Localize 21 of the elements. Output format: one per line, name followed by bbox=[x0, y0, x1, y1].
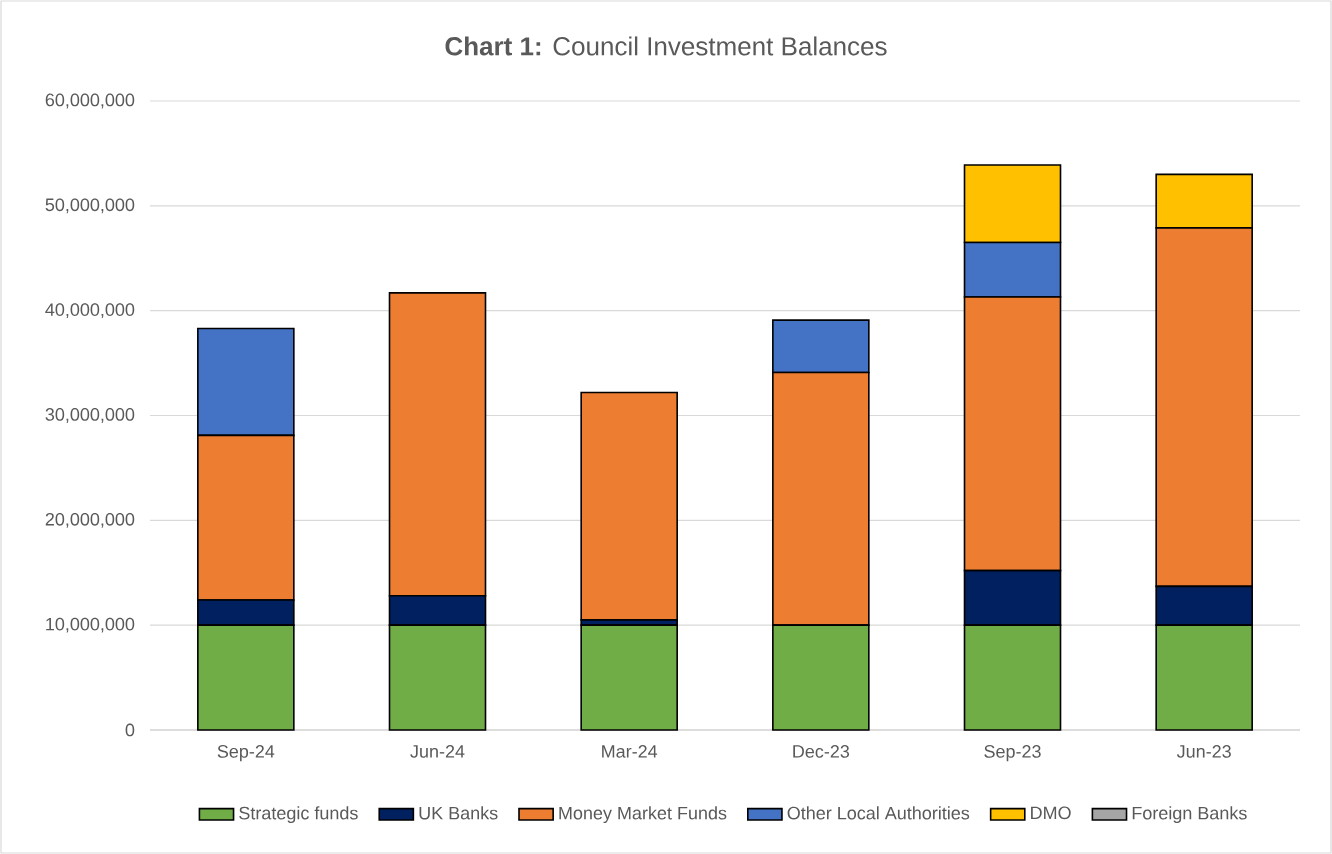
x-tick-label: Jun-23 bbox=[1176, 745, 1231, 758]
y-tick-label: 20,000,000 bbox=[45, 512, 135, 528]
x-tick-label: Dec-23 bbox=[793, 745, 850, 758]
x-tick-label: Jun-24 bbox=[410, 745, 465, 758]
chart-title: Chart 1: Council Investment Balances bbox=[445, 36, 887, 56]
legend-label: Other Local Authorities bbox=[787, 806, 970, 820]
x-tick-label: Mar-24 bbox=[602, 745, 658, 758]
legend-label: Strategic funds bbox=[239, 806, 358, 824]
y-tick-label: 40,000,000 bbox=[45, 303, 135, 319]
y-tick-label: 10,000,000 bbox=[46, 617, 135, 633]
legend-label: DMO bbox=[1031, 806, 1071, 820]
x-tick-label: Sep-23 bbox=[984, 745, 1041, 762]
y-tick-label: 30,000,000 bbox=[45, 408, 135, 423]
legend-label: Money Market Funds bbox=[559, 806, 727, 824]
y-tick-label: 50,000,000 bbox=[45, 198, 135, 214]
x-tick-label: Sep-24 bbox=[217, 745, 275, 762]
y-tick-label: 0 bbox=[125, 723, 135, 737]
bar bbox=[580, 391, 678, 621]
legend-label: UK Banks bbox=[419, 806, 498, 820]
legend-label: Foreign Banks bbox=[1132, 806, 1247, 824]
y-tick-label: 60,000,000 bbox=[45, 93, 135, 109]
